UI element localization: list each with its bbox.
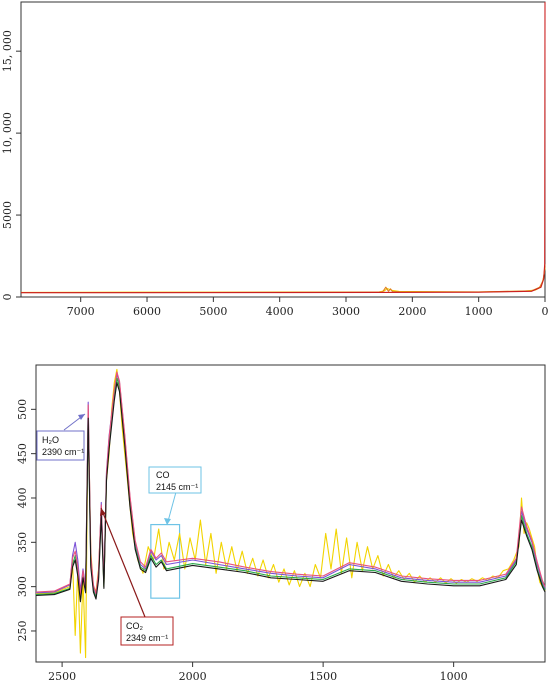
co2-label: CO₂ — [126, 621, 144, 631]
co2-arrow — [100, 507, 146, 618]
co-arrowhead — [164, 518, 171, 525]
co2-label-box — [120, 616, 174, 646]
h2o-label: H₂O — [42, 435, 59, 445]
top-plot-frame — [20, 1, 546, 298]
top-y-axis: 0 5000 10, 000 15, 000 — [1, 30, 21, 301]
top-x-tick-label: 0 — [542, 305, 549, 318]
h2o-arrowhead — [78, 414, 85, 420]
top-x-tick-label: 3000 — [332, 305, 360, 318]
top-y-tick-label: 5000 — [1, 201, 14, 229]
co-annotation: CO 2145 cm⁻¹ — [148, 466, 202, 526]
bottom-x-tick-label: 2500 — [48, 670, 76, 683]
h2o-label-box — [36, 430, 85, 461]
bottom-y-tick-label: 250 — [16, 620, 29, 641]
top-x-tick-label: 1000 — [465, 305, 493, 318]
top-series-line-0 — [20, 267, 546, 293]
bottom-x-tick-label: 1500 — [309, 670, 337, 683]
h2o-wavenumber: 2390 cm⁻¹ — [42, 447, 84, 457]
co2-wavenumber: 2349 cm⁻¹ — [126, 633, 168, 643]
co2-annotation: CO₂ 2349 cm⁻¹ — [100, 507, 174, 646]
top-y-tick-label: 15, 000 — [1, 30, 14, 72]
top-y-tick-label: 10, 000 — [1, 112, 14, 154]
bottom-y-tick-label: 400 — [16, 487, 29, 508]
top-x-tick-label: 4000 — [266, 305, 294, 318]
co-label-box — [148, 466, 202, 494]
full-spectrum-panel: 7000 6000 5000 4000 3000 2000 1000 0 0 5000 10, 0… — [1, 1, 549, 318]
top-y-tick-label: 0 — [1, 294, 14, 301]
bottom-x-tick-label: 1000 — [440, 670, 468, 683]
co2-arrowhead — [100, 508, 106, 516]
top-x-tick-label: 7000 — [67, 305, 95, 318]
highlight-box-0 — [150, 523, 181, 599]
top-series-line-1 — [20, 264, 546, 294]
top-x-tick-label: 5000 — [199, 305, 227, 318]
top-x-tick-label: 2000 — [398, 305, 426, 318]
co-label: CO — [156, 470, 170, 480]
top-series-group — [20, 1, 546, 294]
bottom-x-axis: 2500 2000 1500 1000 — [48, 662, 468, 683]
bottom-y-axis: 250 300 350 400 450 500 — [16, 399, 36, 641]
bottom-plot-frame — [35, 364, 546, 663]
bottom-y-tick-label: 500 — [16, 399, 29, 420]
top-x-axis: 7000 6000 5000 4000 3000 2000 1000 0 — [67, 297, 549, 318]
top-series-line-2 — [20, 1, 546, 294]
bottom-y-tick-label: 300 — [16, 576, 29, 597]
bottom-series-line-3 — [35, 371, 546, 597]
bottom-series-line-4 — [35, 382, 546, 603]
h2o-annotation: H₂O 2390 cm⁻¹ — [36, 413, 86, 461]
bottom-y-tick-label: 450 — [16, 443, 29, 464]
bottom-y-tick-label: 350 — [16, 532, 29, 553]
zoomed-spectrum-panel: 2500 2000 1500 1000 250 300 350 400 450 500 H₂O … — [16, 364, 546, 683]
co-wavenumber: 2145 cm⁻¹ — [156, 482, 198, 492]
co-region-highlight — [150, 523, 181, 599]
bottom-x-tick-label: 2000 — [179, 670, 207, 683]
bottom-series-group — [35, 368, 546, 659]
top-x-tick-label: 6000 — [133, 305, 161, 318]
